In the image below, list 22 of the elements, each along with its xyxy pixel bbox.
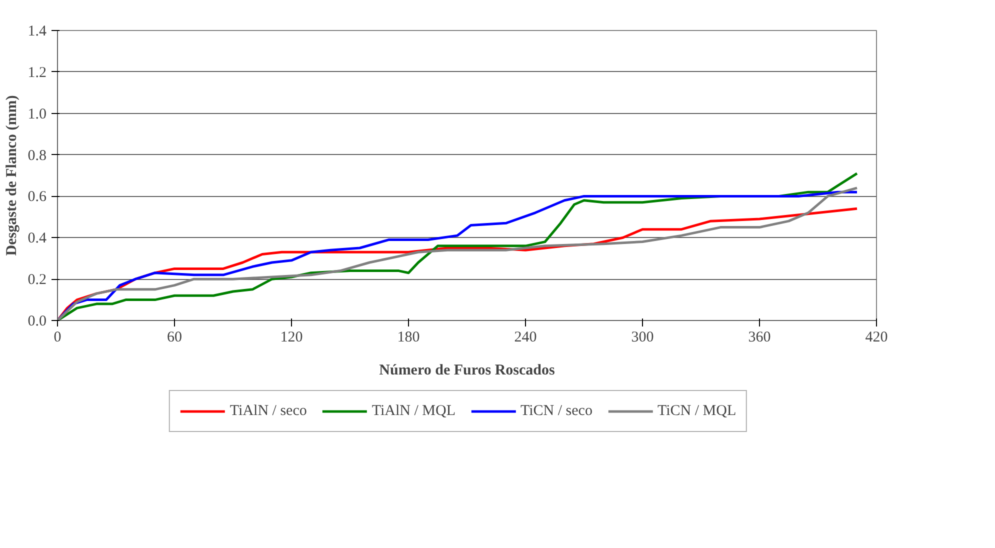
x-axis-title: Número de Furos Roscados — [379, 362, 556, 378]
y-tick-label: 0.8 — [28, 148, 46, 164]
y-axis-title: Desgaste de Flanco (mm) — [4, 95, 20, 256]
y-tick-label: 0.6 — [28, 189, 47, 206]
x-tick-label: 0 — [54, 330, 62, 346]
x-tick-label: 300 — [631, 330, 654, 346]
x-tick-label: 60 — [167, 330, 182, 346]
x-tick-label: 420 — [865, 330, 888, 346]
y-tick-label: 0.4 — [28, 230, 47, 247]
x-tick-label: 180 — [397, 330, 420, 346]
y-tick-label: 1.2 — [28, 64, 46, 81]
legend-label: TiAlN / seco — [230, 402, 307, 420]
x-tick-label: 240 — [514, 330, 537, 346]
y-tick-label: 1.0 — [28, 106, 46, 122]
legend-label: TiAlN / MQL — [372, 402, 456, 420]
y-tick-label: 0.0 — [28, 314, 46, 330]
legend-label: TiCN / seco — [520, 402, 592, 420]
legend-label: TiCN / MQL — [657, 402, 736, 420]
y-tick-label: 1.4 — [28, 24, 47, 40]
x-tick-label: 120 — [280, 330, 303, 346]
y-tick-label: 0.2 — [28, 272, 46, 288]
x-tick-label: 360 — [748, 330, 771, 346]
